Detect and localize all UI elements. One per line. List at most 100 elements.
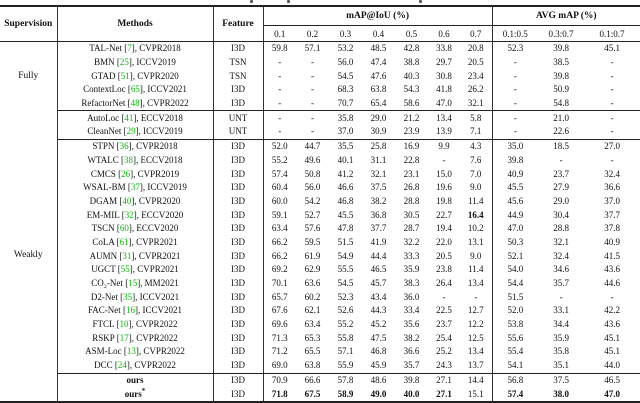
avg-map-value-cell: 27.0	[604, 141, 620, 152]
avg-map-value-cell: 35.1	[538, 358, 585, 374]
avg-map-value-cell: 33.1	[553, 305, 569, 316]
method-cell: CleanNet [29], ICCV2019	[57, 125, 214, 140]
avg-map-value-cell: 57.4	[492, 387, 539, 403]
map-value-cell: 50.8	[304, 168, 321, 179]
table-row: AutoLoc [41], ECCV2018 UNT - -35.8 29.0 21.2 1…	[0, 110, 640, 140]
map-value-cell: 66.2	[271, 250, 288, 261]
map-value-cell: 12.7	[460, 304, 493, 318]
avg-map-value-cell: 47.0	[584, 387, 640, 403]
avg-map-value-cell: 45.5	[507, 182, 524, 193]
avg-map-value-cell: 45.1	[604, 346, 620, 357]
citation-ref: 37	[130, 182, 140, 193]
avg-map-value-cell: 39.8	[507, 154, 524, 165]
method-cell: DCC [24], CVPR2022	[57, 358, 214, 374]
map-value-cell: 47.5	[370, 332, 387, 343]
map-value-cell: 20.5	[436, 250, 452, 261]
avg-map-value-cell: 43.6	[604, 264, 620, 275]
map-value-cell: 62.1	[304, 305, 321, 316]
map-value-cell: 32.2	[403, 236, 420, 247]
avg-map-value-cell: 45.6	[507, 195, 524, 206]
avg-map-value-cell: 40.9	[604, 236, 620, 247]
citation-ref: 10	[119, 319, 129, 330]
map-value-cell: 45.5	[337, 209, 354, 220]
map-value-cell: 52.7	[304, 209, 321, 220]
method-cell: BMN [25], ICCV2019	[57, 55, 214, 70]
map-value-cell: 27.1	[436, 374, 452, 385]
avg-map-value-cell: -	[559, 154, 563, 165]
map-value-cell: 15.1	[460, 387, 493, 403]
method-name: AUMN	[89, 250, 118, 261]
citation-ref: 35	[123, 291, 133, 302]
method-name: FTCL	[92, 319, 115, 330]
feature-cell: I3D	[213, 41, 264, 56]
citation-ref: 29	[126, 126, 136, 137]
method-cell: STPN [36], CVPR2018	[57, 139, 214, 154]
map-value-cell: -	[442, 154, 446, 165]
avg-map-value-cell: 44.6	[604, 278, 620, 289]
map-value-cell: 40.0	[395, 387, 428, 403]
avg-map-value-cell: 52.0	[507, 305, 524, 316]
map-value-cell: 36.0	[403, 291, 420, 302]
method-cell: FTCL [10], CVPR2022	[57, 317, 214, 332]
avg-map-value-cell: 21.0	[553, 112, 569, 123]
map-value-cell: 13.4	[460, 345, 493, 359]
supervision-label: Fully	[0, 41, 58, 111]
map-value-cell: -	[311, 112, 314, 123]
map-value-cell: 22.5	[436, 305, 452, 316]
method-cell: D2-Net [35], ICCV2021	[57, 290, 214, 305]
method-cell: CoLA [61], CVPR2021	[57, 235, 214, 250]
avg-map-value-cell: 38.0	[538, 387, 585, 403]
method-name: RefactorNet	[81, 98, 126, 109]
map-value-cell: -	[278, 84, 282, 95]
map-value-cell: 40.3	[403, 70, 420, 81]
map-value-cell: 33.8	[436, 43, 452, 54]
map-value-cell: 9.0	[460, 249, 493, 263]
map-value-cell: 15.0	[436, 168, 452, 179]
map-value-cell: 9.9	[438, 141, 450, 152]
citation-ref: 61	[119, 236, 129, 247]
map-value-cell: 25.4	[436, 332, 452, 343]
table-row: EM-MIL [32], ECCV2020 I3D 59.1 52.7 45.5 36.8…	[0, 208, 640, 222]
map-value-cell: 59.5	[304, 236, 321, 247]
map-value-cell: 35.5	[337, 141, 354, 152]
method-cell: FAC-Net [16], ICCV2021	[57, 304, 214, 318]
supervision-label	[0, 110, 58, 140]
map-value-cell: 60.0	[271, 195, 288, 206]
method-name: EM-MIL	[86, 209, 120, 220]
map-value-cell: 47.0	[428, 96, 460, 112]
table-body: Fully TAL-Net [7], CVPR2018 I3D 59.8 57.1 53.…	[0, 41, 640, 403]
map-value-cell: -	[263, 96, 296, 112]
header-supervision: Supervision	[0, 6, 58, 42]
avg-map-value-cell: 29.0	[553, 195, 569, 206]
avg-map-value-cell: 51.5	[507, 291, 524, 302]
avg-map-value-cell: 39.8	[553, 70, 569, 81]
feature-cell: I3D	[213, 387, 264, 403]
table-row: WSAL-BM [37], ICCV2019 I3D 60.4 56.0 46.6 37.…	[0, 180, 640, 195]
method-name: DCC	[94, 360, 113, 371]
method-name: AutoLoc	[87, 112, 120, 123]
avg-map-value-cell: 56.8	[507, 374, 524, 385]
map-value-cell: 37.0	[329, 125, 362, 140]
method-star: *	[141, 386, 146, 395]
map-value-cell: -	[311, 70, 314, 81]
map-value-cell: 37.7	[370, 223, 387, 234]
map-value-cell: 69.0	[263, 358, 296, 374]
header-avg-group: AVG mAP (%)	[492, 6, 640, 26]
map-value-cell: 41.9	[370, 236, 387, 247]
feature-cell: TSN	[213, 69, 264, 84]
map-value-cell: 70.9	[271, 374, 288, 385]
map-value-cell: 39.8	[403, 374, 420, 385]
feature-cell: I3D	[213, 249, 264, 263]
map-value-cell: 37.5	[370, 182, 387, 193]
map-value-cell: 67.6	[271, 305, 288, 316]
table-row: DGAM [40], CVPR2020 I3D 60.0 54.2 46.8 38.2 28…	[0, 194, 640, 209]
header-avg-0307: 0.3:0.7	[538, 25, 585, 42]
feature-cell: I3D	[213, 373, 264, 388]
avg-map-value-cell: 34.6	[553, 264, 569, 275]
avg-map-value-cell: 27.9	[553, 182, 569, 193]
map-value-cell: 47.8	[337, 223, 354, 234]
citation-ref: 24	[117, 360, 127, 371]
method-cell: RefactorNet [48], CVPR2022	[57, 96, 214, 112]
feature-cell: UNT	[213, 110, 264, 126]
avg-map-value-cell: 44.9	[507, 209, 524, 220]
